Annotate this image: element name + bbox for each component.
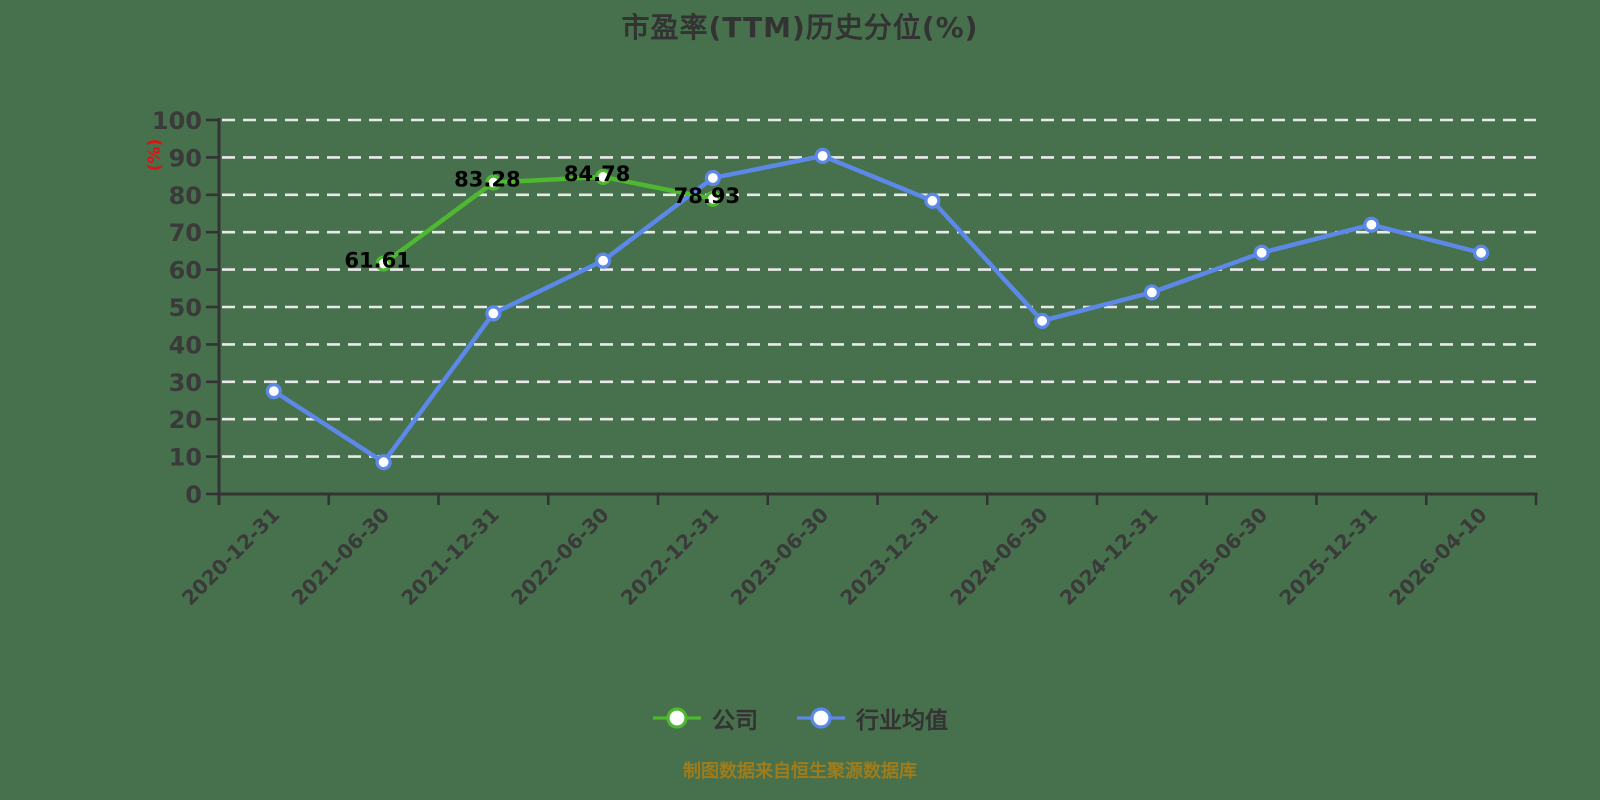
y-tick-label: 100 [152,107,202,135]
company-data-point [704,190,721,207]
y-tick-label: 0 [185,481,202,509]
x-tick-label: 2025-06-30 [1165,503,1272,610]
company-data-point [375,255,392,272]
company-legend-icon [653,707,701,729]
x-tick-label: 2023-06-30 [726,503,833,610]
industry-legend-icon [797,707,845,729]
industry-data-point [1253,244,1270,261]
x-tick-label: 2024-06-30 [945,503,1052,610]
x-tick-label: 2022-06-30 [506,503,613,610]
x-tick-label: 2024-12-31 [1055,503,1162,610]
chart-title: 市盈率(TTM)历史分位(%) [621,11,979,44]
data-point-label: 83.28 [454,168,520,192]
industry-data-point [1363,216,1380,233]
industry-data-point [265,383,282,400]
industry-data-point [924,192,941,209]
company-data-point [595,168,612,186]
y-tick-label: 50 [169,294,202,322]
x-tick-label: 2020-12-31 [177,503,284,610]
y-tick-label: 70 [169,219,202,247]
y-tick-label: 90 [169,144,202,172]
x-tick-label: 2021-12-31 [396,503,503,610]
industry-data-point [1143,284,1160,301]
industry-data-point [485,305,502,322]
industry-data-point [704,169,721,187]
data-point-label: 78.93 [674,184,740,208]
industry-data-point [814,147,831,165]
legend-item-label-company: 公司 [712,708,758,734]
x-tick-label: 2026-04-10 [1384,503,1491,610]
data-point-label: 61.61 [344,249,410,273]
industry-data-point [595,252,612,269]
x-tick-label: 2022-12-31 [616,503,723,610]
x-tick-label: 2025-12-31 [1274,503,1381,610]
y-tick-label: 30 [169,369,202,397]
x-tick-label: 2021-06-30 [287,503,394,610]
data-point-label: 84.78 [564,162,630,186]
industry-data-point [375,454,392,471]
x-tick-label: 2023-12-31 [835,503,942,610]
y-tick-label: 20 [169,406,202,434]
y-tick-label: 60 [169,257,202,285]
legend-item-industry[interactable]: 行业均值 [796,701,948,735]
legend-item-label-industry: 行业均值 [856,708,948,734]
company-data-point [485,174,502,191]
y-tick-label: 40 [169,331,202,359]
industry-series-line [271,153,1484,465]
y-tick-label: 10 [169,444,202,472]
company-series-line [381,174,716,266]
industry-data-point [1034,312,1051,329]
y-tick-label: 80 [169,182,202,210]
legend: 公司 行业均值 [0,701,1600,735]
plot-area: 0 10 20 30 40 50 60 70 80 90 100 2020-12-31 2021-06-… [152,107,1538,610]
legend-item-company[interactable]: 公司 [652,701,758,735]
data-source-note: 制图数据来自恒生聚源数据库 [683,761,917,782]
industry-data-point [1473,244,1490,261]
